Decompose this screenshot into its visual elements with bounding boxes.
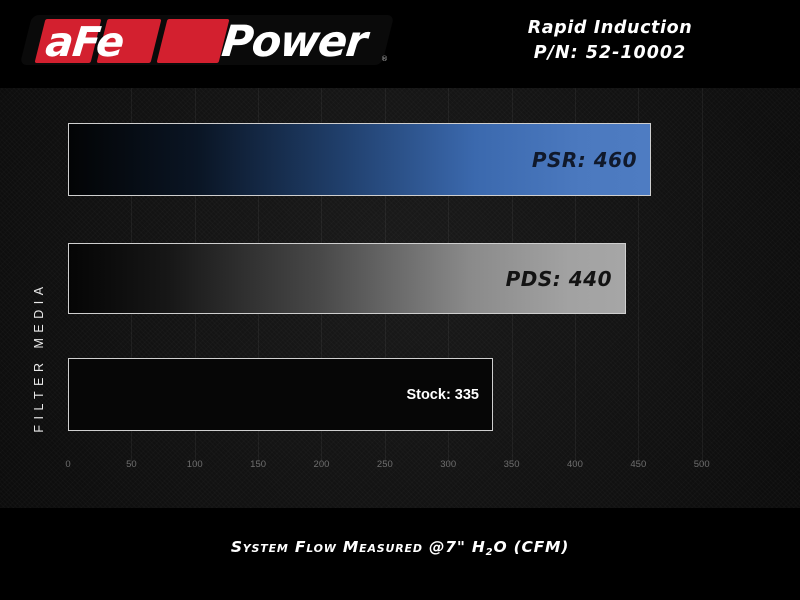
registered-trademark-icon: ® — [381, 55, 388, 63]
x-tick-100: 100 — [186, 459, 203, 470]
x-tick-250: 250 — [376, 459, 393, 470]
afe-power-logo: aFe Power ® — [19, 11, 396, 71]
caption-pre: System Flow Measured @7" H — [230, 538, 486, 556]
x-tick-500: 500 — [693, 459, 710, 470]
product-part-number: P/N: 52-10002 — [533, 43, 687, 63]
header-bar: aFe Power ® Rapid Induction P/N: 52-1000… — [0, 0, 800, 88]
x-tick-400: 400 — [567, 459, 583, 470]
x-tick-50: 50 — [126, 459, 137, 470]
x-axis-caption: System Flow Measured @7" H2O (CFM) — [0, 538, 800, 558]
product-header: Rapid Induction P/N: 52-10002 — [440, 16, 780, 66]
x-tick-450: 450 — [630, 459, 647, 470]
bar-stock: Stock: 335 — [68, 358, 493, 431]
gridline-450 — [638, 88, 639, 465]
bar-label-psr: PSR: 460 — [531, 147, 637, 172]
caption-post: O (CFM) — [493, 538, 570, 556]
product-name: Rapid Induction — [527, 18, 693, 38]
x-tick-200: 200 — [313, 459, 330, 470]
y-axis-label: FILTER MEDIA — [32, 281, 46, 433]
x-tick-150: 150 — [250, 459, 267, 470]
bar-label-pds: PDS: 440 — [505, 266, 612, 291]
bar-label-stock: Stock: 335 — [406, 386, 479, 403]
bar-pds: PDS: 440 — [68, 243, 626, 314]
logo-brand-power: Power — [219, 17, 369, 67]
logo-brand-afe: aFe — [43, 18, 126, 66]
x-tick-0: 0 — [65, 459, 71, 470]
x-axis-ticks: 0 50 100 150 200 250 300 350 400 450 500 — [0, 459, 800, 481]
caption-subscript: 2 — [485, 547, 494, 558]
footer-bar: System Flow Measured @7" H2O (CFM) — [0, 508, 800, 600]
chart-plot-area: FILTER MEDIA PSR: 460 PDS: 440 Stock: 33… — [0, 88, 800, 508]
gridline-500 — [702, 88, 703, 465]
x-tick-350: 350 — [503, 459, 520, 470]
bar-psr: PSR: 460 — [68, 123, 651, 196]
x-tick-300: 300 — [440, 459, 457, 470]
